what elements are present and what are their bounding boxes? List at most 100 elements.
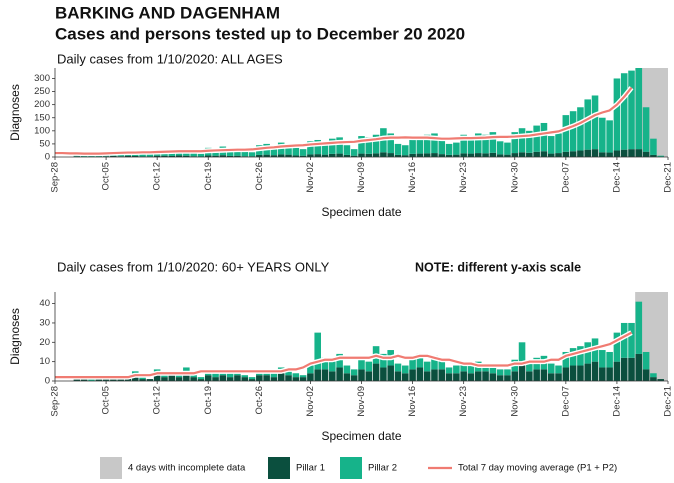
bar (460, 134, 467, 154)
bar (380, 152, 387, 157)
bar (650, 138, 657, 155)
bar (314, 332, 321, 370)
bar (613, 361, 621, 381)
x-axis-label: Specimen date (321, 429, 401, 443)
bar (467, 136, 475, 154)
x-tick-label: Oct-12 (152, 162, 163, 191)
bar (146, 379, 154, 381)
bar (329, 138, 336, 154)
bar (562, 367, 570, 381)
x-tick-label: Oct-26 (254, 162, 265, 191)
bar (423, 361, 431, 372)
bar (496, 369, 504, 376)
x-tick-label: Nov-16 (407, 162, 418, 193)
bar (248, 379, 256, 381)
bar (292, 147, 300, 156)
bar (431, 153, 438, 157)
bar (365, 137, 373, 154)
bar (606, 120, 613, 153)
bar (248, 377, 256, 380)
x-tick-label: Dec-21 (663, 386, 674, 417)
bar (423, 153, 431, 157)
bar (547, 136, 555, 154)
bar (299, 149, 307, 156)
bar (226, 377, 234, 381)
bar (482, 371, 489, 381)
legend-label: Pillar 2 (368, 463, 397, 474)
bar (365, 371, 373, 381)
y-tick-label: 10 (39, 356, 50, 367)
bar (620, 73, 628, 150)
bar (204, 375, 212, 381)
bar (131, 155, 139, 157)
bar (445, 367, 453, 374)
bar (540, 369, 548, 381)
bar (329, 361, 336, 372)
bar (620, 322, 628, 358)
bar (241, 377, 249, 381)
bar (146, 154, 154, 157)
x-tick-label: Dec-07 (560, 386, 571, 417)
bar (613, 332, 621, 362)
bar (270, 373, 278, 378)
bar (88, 379, 95, 381)
bar (248, 152, 256, 157)
bar (650, 154, 657, 157)
bar (131, 377, 139, 381)
bar (256, 154, 263, 157)
bar (409, 137, 416, 154)
bar (453, 154, 460, 157)
bar (73, 379, 81, 381)
y-tick-label: 300 (34, 73, 50, 84)
bar (285, 375, 292, 381)
bar (358, 136, 365, 154)
bar (314, 369, 321, 381)
bar (307, 154, 314, 157)
bar (569, 348, 577, 366)
bar (453, 365, 460, 374)
bar (533, 151, 540, 157)
y-tick-label: 40 (39, 298, 50, 309)
bar (307, 141, 314, 155)
bar (496, 141, 504, 155)
legend-swatch (340, 457, 362, 479)
bar (299, 155, 307, 157)
bar (343, 145, 351, 155)
bar (358, 369, 365, 381)
bar (489, 373, 497, 381)
x-tick-label: Oct-12 (152, 386, 163, 415)
bar (190, 377, 197, 381)
bar (423, 134, 431, 154)
bar (584, 342, 592, 364)
bar (270, 377, 278, 381)
bar (635, 149, 643, 157)
bar (642, 351, 650, 370)
bar (504, 142, 511, 155)
bar (270, 146, 278, 156)
bar (650, 377, 657, 381)
legend-label: 4 days with incomplete data (128, 463, 246, 474)
bar (329, 153, 336, 157)
bar (387, 365, 394, 381)
bar (555, 373, 562, 381)
bar (431, 355, 438, 370)
bar (555, 133, 562, 154)
bar (256, 375, 263, 381)
bar (241, 151, 249, 157)
x-tick-label: Dec-14 (611, 386, 622, 417)
bar (409, 357, 416, 370)
bar (343, 373, 351, 381)
bar (124, 155, 132, 157)
bar (533, 369, 540, 381)
bar (175, 377, 183, 381)
bar (518, 128, 526, 153)
bar (416, 153, 424, 157)
bar (547, 153, 555, 157)
bar (365, 153, 373, 157)
x-tick-label: Nov-02 (305, 386, 316, 417)
bar (438, 359, 446, 370)
bar (307, 373, 314, 381)
y-axis-label: Diagnoses (8, 308, 22, 365)
bar (212, 377, 219, 381)
bar (292, 373, 300, 378)
